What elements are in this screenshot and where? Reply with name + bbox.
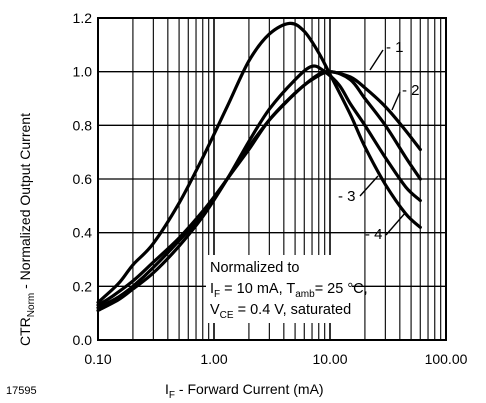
y-tick-label: 0.8 [73,117,93,133]
note-line-2: IF = 10 mA, Tamb= 25 °C, [210,281,368,300]
y-tick-label: 0.2 [73,278,93,294]
normalization-note: Normalized to IF = 10 mA, Tamb= 25 °C, V… [206,255,368,323]
curve-label-leader [391,91,401,111]
curve-label-leaders [359,49,407,236]
series-lines [96,21,422,313]
y-axis-title: CTRNorm - Normalized Output Current [17,113,37,346]
y-tick-label: 0.0 [73,332,93,348]
x-tick-label: 100.00 [425,351,468,367]
x-tick-labels: 0.10 1.00 10.00 100.00 [84,351,467,367]
x-tick-label: 0.10 [84,351,111,367]
series-label-4: - 4 [365,226,383,243]
curve-label-leader [385,211,407,236]
y-tick-label: 0.6 [73,171,93,187]
y-tick-labels: 0.0 0.2 0.4 0.6 0.8 1.0 1.2 [73,10,93,348]
series-line-4 [96,21,422,304]
y-tick-label: 1.2 [73,10,93,26]
y-tick-label: 1.0 [73,64,93,80]
curve-label-leader [359,175,379,197]
curve-label-leader [369,49,384,71]
figure-id: 17595 [6,385,37,397]
series-label-3: - 3 [338,188,356,205]
series-line-3 [96,64,422,313]
series-label-1: - 1 [386,39,404,56]
x-tick-label: 1.00 [200,351,227,367]
series-line-2 [96,70,422,310]
plot-frame [97,17,447,341]
note-line-1: Normalized to [210,260,299,276]
note-line-3: VCE = 0.4 V, saturated [210,302,351,321]
x-axis-title: IF - Forward Current (mA) [165,381,324,401]
series-label-2: - 2 [402,82,420,99]
x-tick-label: 10.00 [312,351,347,367]
y-tick-label: 0.4 [73,225,93,241]
